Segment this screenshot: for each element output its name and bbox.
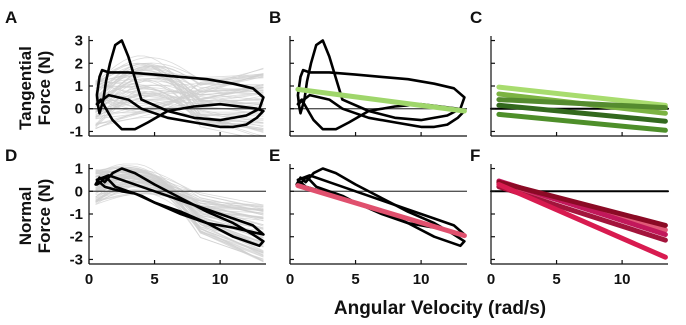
series-F-3 [496,179,668,228]
row-label-bottom-line2: Force (N) [35,179,54,254]
background-trace [95,170,264,262]
row-label-top-line1: Tangential [16,46,35,130]
series-C-1 [496,84,668,108]
panel-letter-F: F [470,146,480,165]
background-traces [95,55,264,137]
series-E-0 [295,167,466,248]
series-C-4 [496,102,668,124]
background-trace [95,79,264,129]
y-tick-label: 1 [75,161,83,178]
series-D-0 [94,167,265,248]
background-trace [95,169,264,263]
panel-letter-A: A [5,8,17,27]
background-trace [95,92,264,118]
x-tick-label: 10 [413,271,430,288]
background-trace [95,177,264,229]
y-tick-label: 3 [75,33,83,50]
panel-letter-E: E [269,146,280,165]
series-E-2 [295,183,467,239]
series-B-2 [295,86,467,114]
series-A-1 [95,93,265,131]
background-trace [95,171,264,262]
background-trace [95,173,264,254]
background-trace [95,64,264,98]
x-tick-label: 0 [487,271,495,288]
panel-letter-C: C [470,8,482,27]
panel-letter-D: D [5,146,17,165]
background-trace [95,63,264,137]
background-trace [95,84,264,101]
x-tick-label: 0 [85,271,93,288]
panel-F: F 0 5 10 [470,146,669,288]
background-trace [95,57,264,85]
y-tick-label: -2 [70,229,83,246]
row-label-top-line2: Force (N) [35,51,54,126]
x-tick-label: 0 [286,271,294,288]
y-tick-label: 1 [75,78,83,95]
series-C-3 [496,97,668,111]
series-C-5 [496,111,668,133]
panel-C: C [470,8,669,137]
y-tick-label: 0 [75,101,83,118]
background-trace [95,55,264,128]
y-tick-label: -3 [70,251,83,268]
y-tick-label: 0 [75,183,83,200]
y-tick-label: -1 [70,123,83,140]
panel-E: E 0 5 10 [269,146,467,288]
x-tick-label: 5 [552,271,560,288]
x-tick-label: 5 [351,271,359,288]
y-tick-label: 2 [75,55,83,72]
x-axis-title: Angular Velocity (rad/s) [334,298,546,319]
background-trace [95,72,264,117]
x-tick-label: 10 [212,271,229,288]
series-B-0 [296,39,466,122]
background-trace [95,69,264,115]
background-trace [95,92,264,128]
background-trace [95,87,264,103]
background-trace [95,88,264,126]
panel-B: B [269,8,467,137]
x-tick-label: 5 [150,271,158,288]
x-tick-label: 10 [614,271,631,288]
series-A-0 [95,39,265,122]
background-trace [95,93,264,120]
background-trace [95,75,264,114]
background-trace [95,78,264,126]
series-F-5 [496,182,668,260]
y-tick-label: -1 [70,206,83,223]
panel-A: A -1 0 1 2 3 [5,8,266,140]
row-label-bottom-line1: Normal [16,187,35,246]
series-D-1 [95,174,265,236]
background-trace [95,87,264,119]
panel-letter-B: B [269,8,281,27]
